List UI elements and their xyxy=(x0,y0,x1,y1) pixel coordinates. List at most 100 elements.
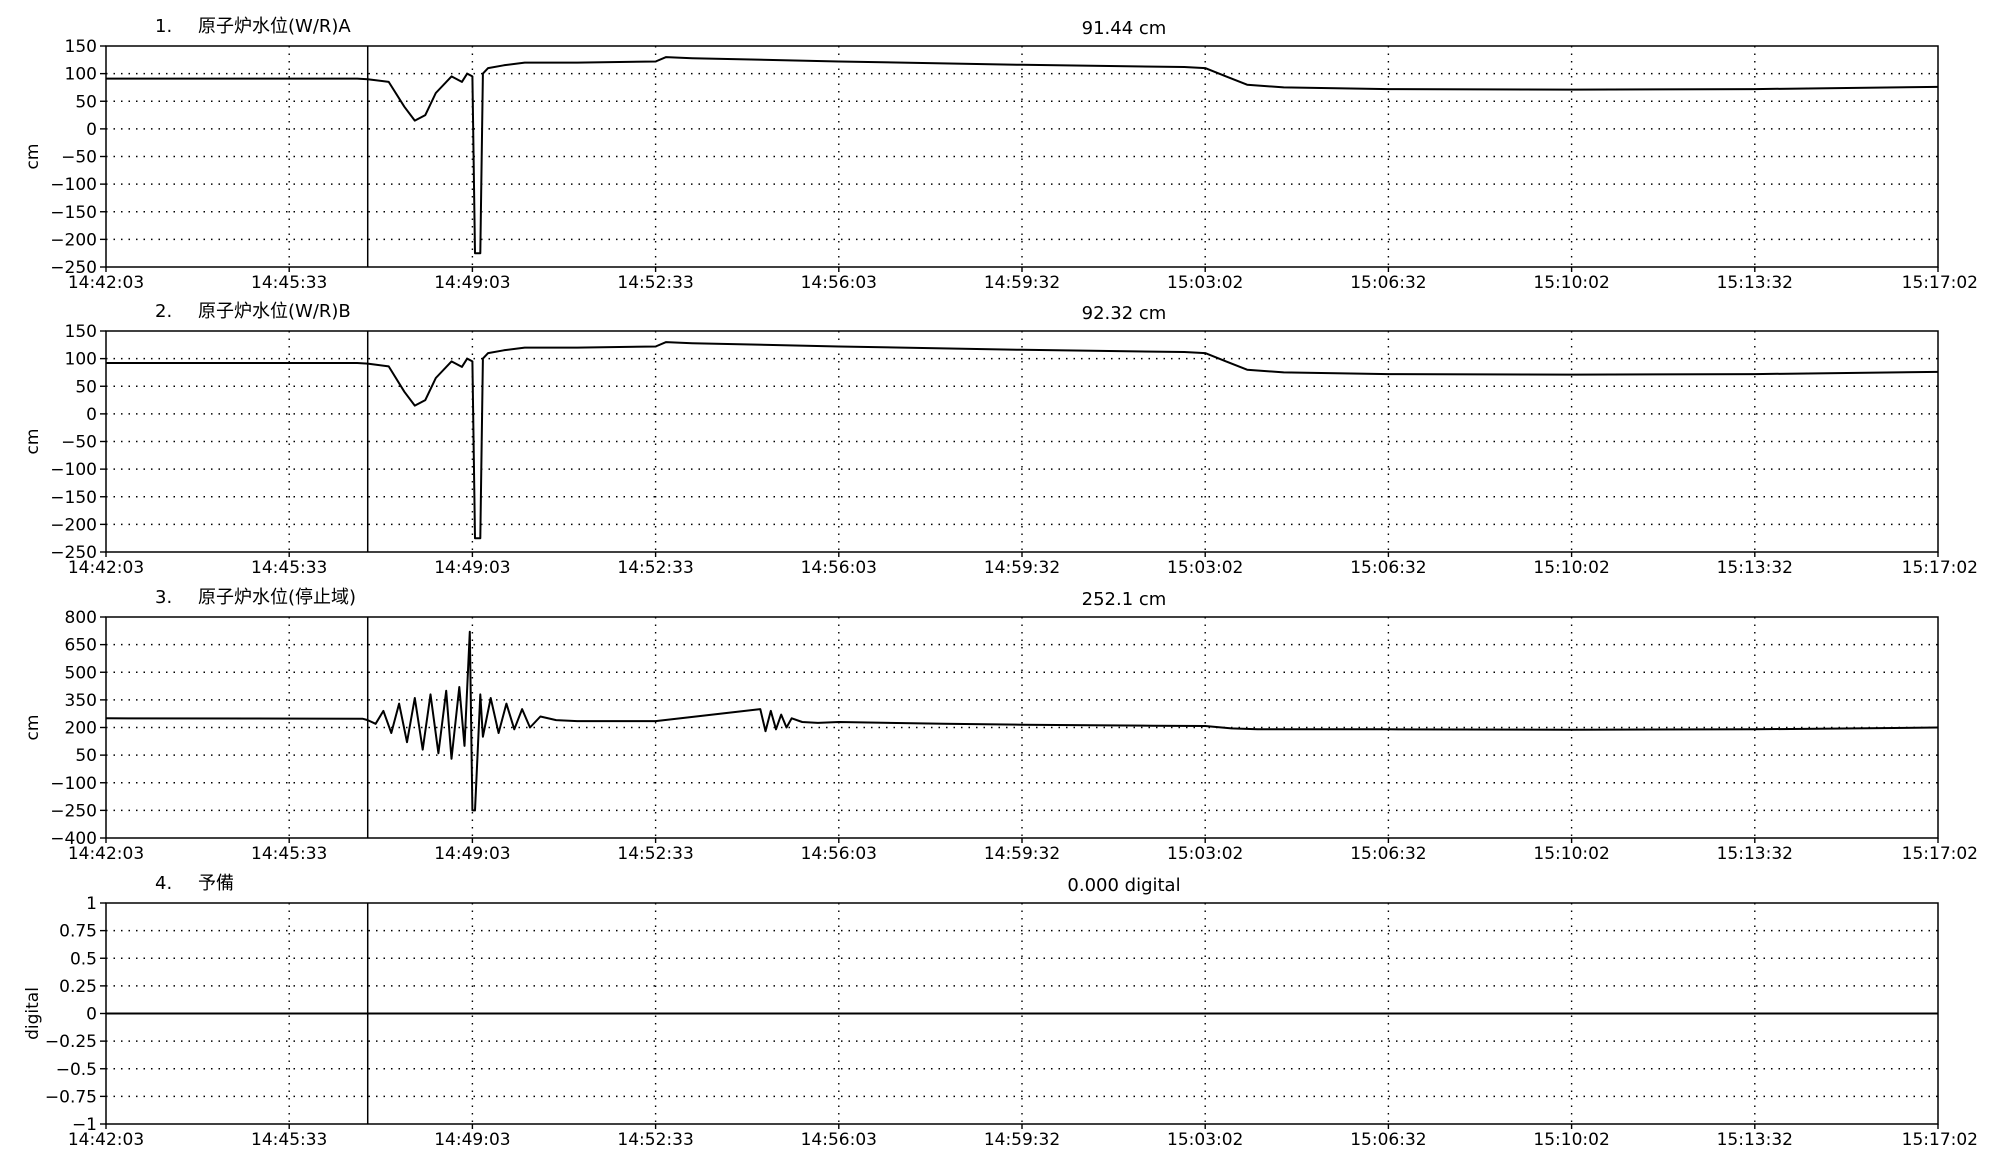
panel-title: 原子炉水位(W/R)B xyxy=(198,301,351,322)
x-tick-label: 15:10:02 xyxy=(1533,558,1609,578)
y-tick-label: 50 xyxy=(75,92,97,112)
y-tick-label: −0.5 xyxy=(56,1060,97,1080)
x-tick-label: 15:13:32 xyxy=(1717,273,1793,293)
current-value: 252.1 cm xyxy=(1082,589,1167,610)
y-tick-label: −100 xyxy=(50,774,97,794)
y-tick-label: −250 xyxy=(50,258,97,278)
x-tick-label: 15:17:02 xyxy=(1902,558,1978,578)
x-tick-label: 14:45:33 xyxy=(251,558,327,578)
y-axis-label: cm xyxy=(23,144,43,170)
panel-index: 4. xyxy=(155,873,172,894)
x-tick-label: 15:17:02 xyxy=(1902,273,1978,293)
x-tick-label: 15:13:32 xyxy=(1717,558,1793,578)
x-tick-label: 14:45:33 xyxy=(251,1130,327,1150)
y-tick-label: −250 xyxy=(50,543,97,563)
y-tick-label: −250 xyxy=(50,801,97,821)
x-tick-label: 14:56:03 xyxy=(801,844,877,864)
x-tick-label: 15:03:02 xyxy=(1167,844,1243,864)
y-tick-label: 50 xyxy=(75,377,97,397)
panel-title: 原子炉水位(停止域) xyxy=(198,587,356,608)
x-tick-label: 14:42:03 xyxy=(68,558,144,578)
x-tick-label: 15:13:32 xyxy=(1717,844,1793,864)
x-tick-label: 14:59:32 xyxy=(984,844,1060,864)
current-value: 91.44 cm xyxy=(1082,18,1167,39)
x-tick-label: 14:42:03 xyxy=(68,1130,144,1150)
y-tick-label: 150 xyxy=(65,37,97,57)
x-tick-label: 15:17:02 xyxy=(1902,1130,1978,1150)
y-tick-label: −1 xyxy=(72,1115,97,1135)
y-tick-label: 0.25 xyxy=(59,977,97,997)
y-tick-label: 650 xyxy=(65,636,97,656)
y-tick-label: −150 xyxy=(50,203,97,223)
y-tick-label: 100 xyxy=(65,350,97,370)
y-tick-label: 500 xyxy=(65,663,97,683)
current-value: 92.32 cm xyxy=(1082,303,1167,324)
y-tick-label: −100 xyxy=(50,175,97,195)
y-tick-label: 0.5 xyxy=(70,949,97,969)
x-tick-label: 15:03:02 xyxy=(1167,273,1243,293)
x-tick-label: 15:03:02 xyxy=(1167,558,1243,578)
panel-title: 予備 xyxy=(198,873,234,894)
y-tick-label: 0 xyxy=(86,120,97,140)
series-line xyxy=(105,630,1939,812)
x-tick-label: 14:56:03 xyxy=(801,558,877,578)
x-tick-label: 14:59:32 xyxy=(984,1130,1060,1150)
y-tick-label: 0.75 xyxy=(59,922,97,942)
y-tick-label: −50 xyxy=(61,433,97,453)
y-tick-label: −0.25 xyxy=(45,1032,97,1052)
y-tick-label: 350 xyxy=(65,691,97,711)
x-tick-label: 14:52:33 xyxy=(617,558,693,578)
panel-index: 1. xyxy=(155,16,172,37)
x-tick-label: 14:49:03 xyxy=(434,844,510,864)
y-axis-label: cm xyxy=(23,429,43,455)
x-tick-label: 15:10:02 xyxy=(1533,273,1609,293)
y-tick-label: 0 xyxy=(86,1005,97,1025)
x-tick-label: 14:49:03 xyxy=(434,273,510,293)
x-tick-label: 14:52:33 xyxy=(617,844,693,864)
y-tick-label: 50 xyxy=(75,746,97,766)
x-tick-label: 14:56:03 xyxy=(801,273,877,293)
y-tick-label: 150 xyxy=(65,322,97,342)
x-tick-label: 14:49:03 xyxy=(434,1130,510,1150)
x-tick-label: 15:06:32 xyxy=(1350,1130,1426,1150)
x-tick-label: 15:17:02 xyxy=(1902,844,1978,864)
x-tick-label: 14:42:03 xyxy=(68,844,144,864)
x-tick-label: 14:49:03 xyxy=(434,558,510,578)
y-axis-label: cm xyxy=(23,715,43,741)
y-tick-label: −100 xyxy=(50,460,97,480)
y-axis-label: digital xyxy=(23,987,43,1040)
y-tick-label: 200 xyxy=(65,719,97,739)
x-tick-label: 15:03:02 xyxy=(1167,1130,1243,1150)
y-tick-label: −400 xyxy=(50,829,97,849)
series-line xyxy=(106,56,1939,255)
panel-index: 2. xyxy=(155,301,172,322)
x-tick-label: 14:42:03 xyxy=(68,273,144,293)
x-tick-label: 14:45:33 xyxy=(251,273,327,293)
y-tick-label: 1 xyxy=(86,894,97,914)
y-tick-label: 100 xyxy=(65,65,97,85)
y-tick-label: 800 xyxy=(65,608,97,628)
y-tick-label: −150 xyxy=(50,488,97,508)
x-tick-label: 15:13:32 xyxy=(1717,1130,1793,1150)
x-tick-label: 15:06:32 xyxy=(1350,844,1426,864)
x-tick-label: 15:10:02 xyxy=(1533,844,1609,864)
x-tick-label: 15:10:02 xyxy=(1533,1130,1609,1150)
series-line xyxy=(106,341,1939,540)
panel-title: 原子炉水位(W/R)A xyxy=(198,16,351,37)
x-tick-label: 14:56:03 xyxy=(801,1130,877,1150)
y-tick-label: −200 xyxy=(50,230,97,250)
y-tick-label: −200 xyxy=(50,515,97,535)
y-tick-label: −0.75 xyxy=(45,1087,97,1107)
x-tick-label: 15:06:32 xyxy=(1350,558,1426,578)
panel-index: 3. xyxy=(155,587,172,608)
y-tick-label: 0 xyxy=(86,405,97,425)
x-tick-label: 14:59:32 xyxy=(984,558,1060,578)
y-tick-label: −50 xyxy=(61,148,97,168)
x-tick-label: 14:52:33 xyxy=(617,273,693,293)
x-tick-label: 15:06:32 xyxy=(1350,273,1426,293)
x-tick-label: 14:59:32 xyxy=(984,273,1060,293)
x-tick-label: 14:52:33 xyxy=(617,1130,693,1150)
current-value: 0.000 digital xyxy=(1067,875,1180,896)
x-tick-label: 14:45:33 xyxy=(251,844,327,864)
